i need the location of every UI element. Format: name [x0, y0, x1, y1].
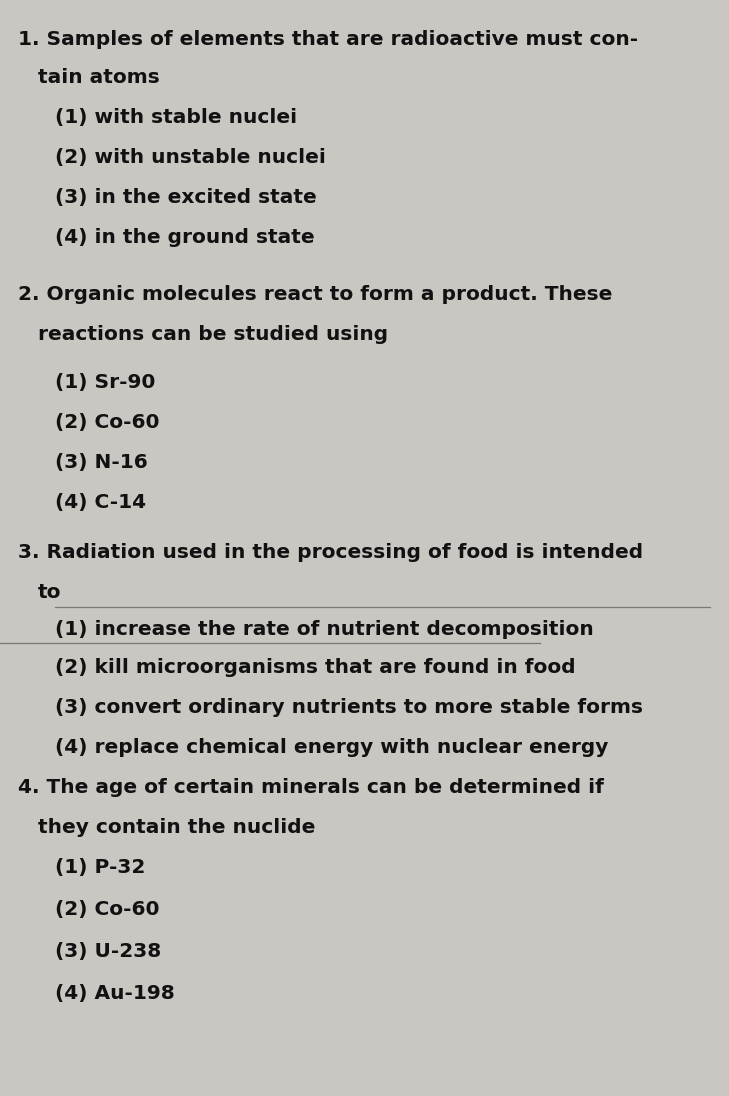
- Text: (3) N-16: (3) N-16: [55, 453, 148, 472]
- Text: (3) U-238: (3) U-238: [55, 941, 161, 961]
- Text: (1) increase the rate of nutrient decomposition: (1) increase the rate of nutrient decomp…: [55, 620, 593, 639]
- Text: 2. Organic molecules react to form a product. These: 2. Organic molecules react to form a pro…: [18, 285, 612, 304]
- Text: (2) with unstable nuclei: (2) with unstable nuclei: [55, 148, 326, 167]
- Text: 4. The age of certain minerals can be determined if: 4. The age of certain minerals can be de…: [18, 778, 604, 797]
- Text: 1. Samples of elements that are radioactive must con-: 1. Samples of elements that are radioact…: [18, 30, 638, 49]
- Text: (3) convert ordinary nutrients to more stable forms: (3) convert ordinary nutrients to more s…: [55, 698, 643, 717]
- Text: (3) in the excited state: (3) in the excited state: [55, 189, 316, 207]
- Text: (1) Sr-90: (1) Sr-90: [55, 373, 155, 392]
- Text: to: to: [38, 583, 61, 602]
- Text: (4) Au-198: (4) Au-198: [55, 984, 175, 1003]
- Text: reactions can be studied using: reactions can be studied using: [38, 326, 388, 344]
- Text: they contain the nuclide: they contain the nuclide: [38, 818, 316, 837]
- Text: (4) C-14: (4) C-14: [55, 493, 146, 512]
- Text: (2) kill microorganisms that are found in food: (2) kill microorganisms that are found i…: [55, 658, 576, 677]
- Text: 3. Radiation used in the processing of food is intended: 3. Radiation used in the processing of f…: [18, 543, 643, 562]
- Text: (1) with stable nuclei: (1) with stable nuclei: [55, 109, 297, 127]
- Text: (2) Co-60: (2) Co-60: [55, 413, 160, 432]
- Text: (2) Co-60: (2) Co-60: [55, 900, 160, 920]
- Text: (1) P-32: (1) P-32: [55, 858, 145, 877]
- Text: tain atoms: tain atoms: [38, 68, 160, 87]
- Text: (4) in the ground state: (4) in the ground state: [55, 228, 315, 247]
- Text: (4) replace chemical energy with nuclear energy: (4) replace chemical energy with nuclear…: [55, 738, 609, 757]
